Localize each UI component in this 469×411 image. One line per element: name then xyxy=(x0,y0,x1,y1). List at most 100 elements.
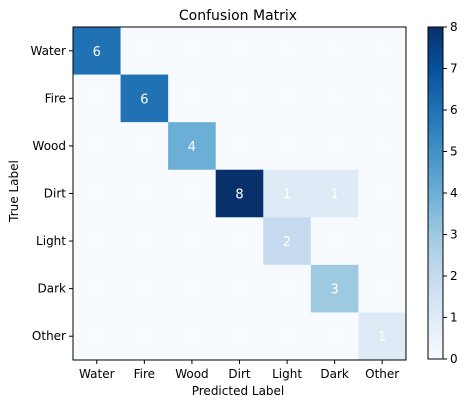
cell-value-label: 0 xyxy=(330,330,338,345)
heatmap-cell xyxy=(120,169,169,218)
heatmap-cell xyxy=(263,27,312,76)
colorbar-tick-label: 2 xyxy=(450,269,458,283)
heatmap-cell xyxy=(120,264,169,313)
cell-value-label: 0 xyxy=(188,92,196,107)
x-tick-label: Water xyxy=(79,367,115,381)
heatmap-cell xyxy=(358,74,407,123)
cell-value-label: 0 xyxy=(330,45,338,60)
heatmap-cell xyxy=(120,27,169,76)
y-tick-label: Dark xyxy=(38,282,67,296)
heatmap-cell xyxy=(263,264,312,313)
cell-value-label: 0 xyxy=(140,235,148,250)
colorbar-tick-label: 1 xyxy=(450,311,458,325)
cell-value-label: 0 xyxy=(140,283,148,298)
heatmap-cell xyxy=(263,217,312,266)
cell-value-label: 0 xyxy=(235,235,243,250)
cell-value-label: 0 xyxy=(283,283,291,298)
cell-value-label: 0 xyxy=(188,45,196,60)
heatmap-cell xyxy=(310,74,359,123)
heatmap-cell xyxy=(215,122,264,171)
y-tick-label: Dirt xyxy=(44,186,67,200)
heatmap-cell xyxy=(358,312,407,361)
x-axis-ticks: Water Fire Wood Dirt Light Dark Other xyxy=(79,359,399,381)
cell-value-label: 0 xyxy=(378,235,386,250)
colorbar-gradient xyxy=(427,26,444,360)
cell-value-label: 0 xyxy=(378,283,386,298)
cell-value-label: 0 xyxy=(283,140,291,155)
x-tick-label: Dirt xyxy=(228,367,251,381)
heatmap-cell xyxy=(215,264,264,313)
cell-value-label: 2 xyxy=(283,235,291,250)
cell-value-label: 0 xyxy=(378,92,386,107)
cell-value-label: 0 xyxy=(140,45,148,60)
cell-value-label: 0 xyxy=(140,140,148,155)
heatmap-cell xyxy=(73,169,122,218)
x-tick-label: Wood xyxy=(175,367,208,381)
cell-value-label: 8 xyxy=(235,188,243,203)
heatmap-cell xyxy=(215,312,264,361)
heatmap-cell xyxy=(358,217,407,266)
x-tick-label: Fire xyxy=(134,367,155,381)
heatmap-cell xyxy=(215,217,264,266)
heatmap-cell xyxy=(215,169,264,218)
cell-value-label: 0 xyxy=(378,45,386,60)
cell-value-label: 0 xyxy=(235,45,243,60)
heatmap-cell xyxy=(310,217,359,266)
cell-value-label: 0 xyxy=(188,235,196,250)
chart-title: Confusion Matrix xyxy=(179,8,297,24)
cell-value-label: 0 xyxy=(93,283,101,298)
heatmap-cell xyxy=(215,27,264,76)
heatmap-cell xyxy=(310,264,359,313)
x-axis-label: Predicted Label xyxy=(192,384,285,398)
heatmap-cell xyxy=(168,312,217,361)
heatmap-cell xyxy=(358,264,407,313)
heatmap-cell xyxy=(73,122,122,171)
cell-value-label: 3 xyxy=(330,283,338,298)
heatmap-cell xyxy=(73,312,122,361)
cell-value-label: 0 xyxy=(188,283,196,298)
heatmap-cell xyxy=(120,74,169,123)
heatmap-cell xyxy=(120,122,169,171)
y-axis-label: True Label xyxy=(7,160,21,223)
cell-value-label: 0 xyxy=(330,140,338,155)
y-tick-label: Water xyxy=(31,44,67,58)
heatmap-cell xyxy=(168,74,217,123)
cell-value-label: 1 xyxy=(330,188,338,203)
heatmap-cell xyxy=(73,217,122,266)
colorbar-tick-label: 5 xyxy=(450,145,458,159)
x-tick-label: Light xyxy=(272,367,302,381)
cell-value-label: 0 xyxy=(93,188,101,203)
heatmap-cell xyxy=(73,74,122,123)
y-tick-label: Other xyxy=(32,329,66,343)
x-tick-label: Other xyxy=(365,367,399,381)
cell-value-label: 0 xyxy=(235,283,243,298)
cell-value-label: 0 xyxy=(378,188,386,203)
cell-value-label: 0 xyxy=(93,330,101,345)
heatmap-cell xyxy=(168,27,217,76)
heatmap-cell xyxy=(310,122,359,171)
cell-value-label: 6 xyxy=(140,92,148,107)
heatmap-cell xyxy=(168,217,217,266)
cell-value-label: 1 xyxy=(378,330,386,345)
heatmap-cell xyxy=(310,27,359,76)
heatmap-cell xyxy=(168,122,217,171)
colorbar-tick-label: 6 xyxy=(450,103,458,117)
colorbar-tick-label: 4 xyxy=(450,186,458,200)
heatmap-cell xyxy=(168,264,217,313)
x-tick-label: Dark xyxy=(320,367,349,381)
heatmap-cell xyxy=(120,217,169,266)
colorbar-tick-label: 8 xyxy=(450,20,458,34)
cell-value-label: 0 xyxy=(188,188,196,203)
y-tick-label: Light xyxy=(36,234,66,248)
heatmap-cell xyxy=(263,122,312,171)
cell-value-label: 0 xyxy=(235,330,243,345)
cell-value-label: 0 xyxy=(93,235,101,250)
heatmap-cell xyxy=(168,169,217,218)
heatmap-cell xyxy=(358,27,407,76)
y-axis-ticks: Water Fire Wood Dirt Light Dark Other xyxy=(31,44,73,343)
heatmap-cell xyxy=(310,169,359,218)
colorbar-tick-label: 3 xyxy=(450,228,458,242)
heatmap-cell xyxy=(263,169,312,218)
cell-value-label: 0 xyxy=(235,92,243,107)
